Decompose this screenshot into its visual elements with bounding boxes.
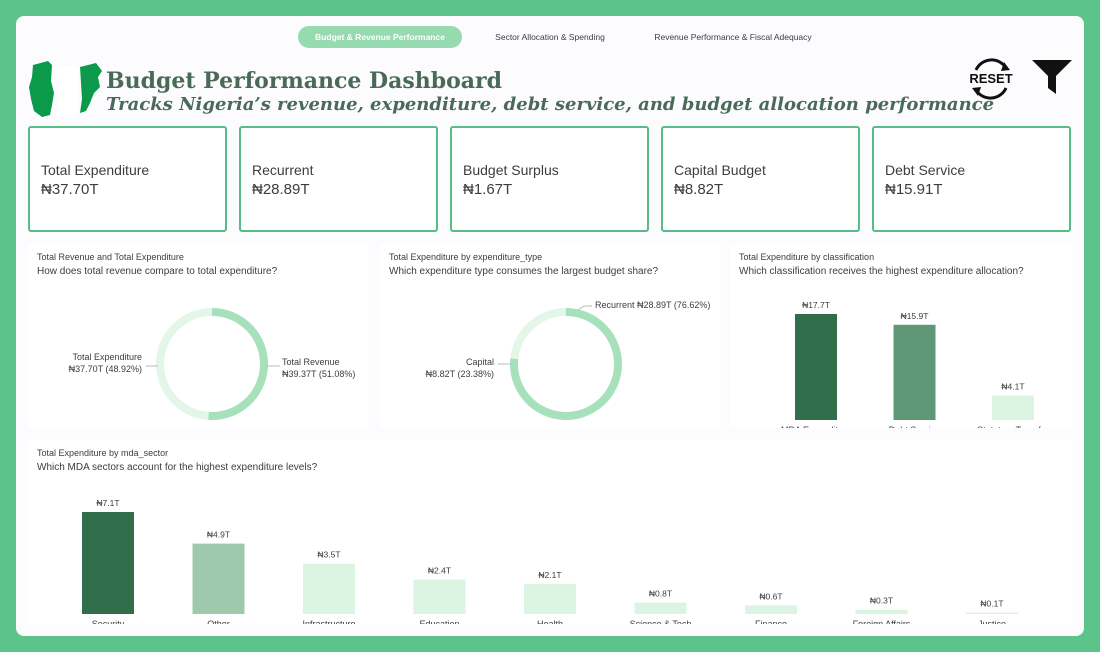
donut-slice: [510, 308, 567, 360]
visual-title: Total Expenditure by expenditure_type: [389, 252, 543, 262]
bar-category-label: Other: [207, 619, 230, 624]
filter-icon[interactable]: [1030, 58, 1074, 96]
revenue-expenditure-visual[interactable]: Total Revenue and Total Expenditure How …: [28, 244, 368, 428]
bar-value-label: ₦0.8T: [649, 589, 672, 599]
bar: [795, 314, 837, 420]
reset-label: RESET: [969, 71, 1012, 86]
bar-value-label: ₦0.6T: [759, 591, 782, 601]
kpi-card-debt-service: Debt Service ₦15.91T: [872, 126, 1071, 232]
leader-line: [577, 305, 592, 311]
tab-budget-revenue[interactable]: Budget & Revenue Performance: [298, 26, 462, 48]
bar: [413, 579, 466, 614]
expenditure-type-visual[interactable]: Total Expenditure by expenditure_type Wh…: [380, 244, 720, 428]
visual-question: How does total revenue compare to total …: [37, 266, 278, 277]
donut-slice: [510, 308, 622, 420]
donut-slice: [156, 308, 213, 420]
bar-value-label: ₦0.3T: [870, 596, 893, 606]
bar: [634, 602, 687, 614]
bar: [82, 512, 134, 614]
page-subtitle: Tracks Nigeria’s revenue, expenditure, d…: [106, 94, 995, 115]
donut-slice: [208, 308, 268, 420]
bar-value-label: ₦17.7T: [802, 300, 830, 310]
bar-value-label: ₦7.1T: [96, 498, 119, 508]
visual-question: Which classification receives the highes…: [739, 266, 1024, 277]
revenue-expenditure-donut: Total Revenue ₦39.37T (51.08%) Total Expen…: [69, 308, 355, 420]
visual-title: Total Expenditure by classification: [739, 252, 875, 262]
mda-sector-bar-chart: ₦7.1T Security ₦4.9T Other ₦3.5T Infrastructu…: [82, 498, 1018, 624]
visual-question: Which MDA sectors account for the highes…: [37, 462, 318, 473]
kpi-value: ₦8.82T: [674, 181, 724, 198]
bar-category-label: Foreign Affairs: [853, 619, 911, 624]
kpi-value: ₦1.67T: [463, 181, 513, 198]
kpi-card-budget-surplus: Budget Surplus ₦1.67T: [450, 126, 649, 232]
slice-label: Total Revenue: [282, 357, 340, 367]
bar: [855, 609, 908, 614]
bar: [893, 324, 936, 420]
visual-title: Total Revenue and Total Expenditure: [37, 252, 184, 262]
bar-value-label: ₦0.1T: [980, 599, 1003, 609]
bar: [745, 605, 797, 614]
bar-value-label: ₦4.9T: [207, 530, 230, 540]
bar-category-label: Justice: [978, 619, 1006, 624]
kpi-label: Budget Surplus: [463, 162, 559, 178]
bar-value-label: ₦3.5T: [317, 550, 340, 560]
bar: [966, 612, 1018, 614]
slice-value-label: ₦39.37T (51.08%): [282, 369, 355, 379]
slice-label: Recurrent ₦28.89T (76.62%): [595, 300, 710, 310]
tab-sector-allocation[interactable]: Sector Allocation & Spending: [495, 32, 605, 42]
bar-value-label: ₦2.4T: [428, 566, 451, 576]
kpi-label: Recurrent: [252, 162, 314, 178]
bar-category-label: Debt Service: [889, 425, 941, 428]
tab-revenue-performance[interactable]: Revenue Performance & Fiscal Adequacy: [654, 32, 812, 42]
kpi-card-total-expenditure: Total Expenditure ₦37.70T: [28, 126, 227, 232]
bar: [192, 543, 245, 614]
mda-sector-visual[interactable]: Total Expenditure by mda_sector Which MD…: [28, 440, 1072, 624]
bar-category-label: Health: [537, 619, 563, 624]
bar-category-label: Infrastructure: [302, 619, 355, 624]
kpi-label: Total Expenditure: [41, 162, 150, 178]
kpi-card-recurrent: Recurrent ₦28.89T: [239, 126, 438, 232]
slice-label: Capital: [466, 357, 494, 367]
bar-value-label: ₦15.9T: [901, 311, 929, 321]
bar-category-label: Science & Tech: [630, 619, 692, 624]
kpi-card-capital-budget: Capital Budget ₦8.82T: [661, 126, 860, 232]
slice-value-label: ₦37.70T (48.92%): [69, 364, 142, 374]
dashboard-canvas: Budget & Revenue Performance Sector Allo…: [16, 16, 1084, 636]
nigeria-map-flag-icon: [29, 61, 102, 117]
bar-category-label: Education: [419, 619, 459, 624]
visual-title: Total Expenditure by mda_sector: [37, 448, 169, 458]
bar: [524, 583, 576, 614]
reset-icon[interactable]: RESET: [968, 56, 1014, 102]
bar-category-label: MDA Expenditure: [781, 425, 851, 428]
slice-label: Total Expenditure: [72, 352, 142, 362]
bar-category-label: Statutory Transfer: [977, 425, 1049, 428]
page-tabs: Budget & Revenue Performance Sector Allo…: [298, 26, 828, 48]
kpi-value: ₦15.91T: [885, 181, 943, 198]
bar: [303, 563, 355, 614]
bar-category-label: Finance: [755, 619, 787, 624]
kpi-value: ₦28.89T: [252, 181, 310, 198]
classification-bar-chart: ₦17.7T MDA Expenditure ₦15.9T Debt Service ₦…: [781, 300, 1049, 428]
kpi-value: ₦37.70T: [41, 181, 99, 198]
kpi-label: Debt Service: [885, 162, 966, 178]
bar: [992, 395, 1034, 420]
visual-question: Which expenditure type consumes the larg…: [389, 266, 659, 277]
page-title: Budget Performance Dashboard: [106, 68, 503, 94]
slice-value-label: ₦8.82T (23.38%): [426, 369, 494, 379]
kpi-label: Capital Budget: [674, 162, 766, 178]
bar-value-label: ₦2.1T: [538, 570, 561, 580]
expenditure-type-donut: Recurrent ₦28.89T (76.62%) Capital ₦8.82T …: [426, 300, 710, 420]
bar-value-label: ₦4.1T: [1001, 381, 1024, 391]
bar-category-label: Security: [92, 619, 125, 624]
classification-visual[interactable]: Total Expenditure by classification Whic…: [730, 244, 1072, 428]
